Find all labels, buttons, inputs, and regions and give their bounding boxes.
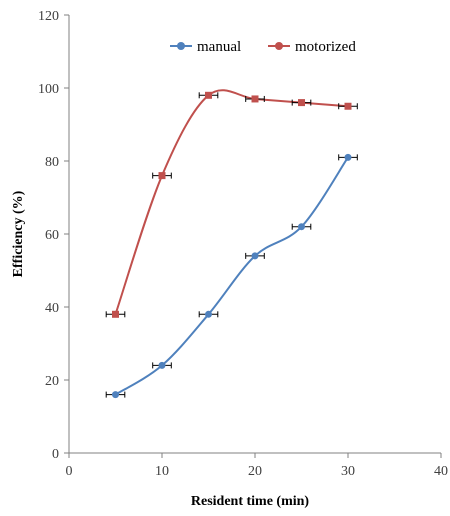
legend: manual motorized: [170, 39, 356, 55]
y-tick-label: 40: [45, 301, 59, 316]
series-line: [114, 156, 349, 396]
legend-label: manual: [197, 39, 241, 55]
series-motorized: [105, 89, 358, 318]
x-tick-label: 40: [434, 464, 448, 479]
data-point: [251, 252, 259, 260]
legend-label: motorized: [295, 39, 356, 55]
legend-item-manual: manual: [170, 39, 241, 55]
legend-marker: [177, 42, 185, 50]
y-tick-label: 60: [45, 228, 59, 243]
y-tick-label: 80: [45, 155, 59, 170]
x-tick-label: 10: [155, 464, 169, 479]
y-tick-label: 20: [45, 374, 59, 389]
data-point: [344, 153, 352, 161]
y-tick-label: 0: [52, 447, 59, 462]
data-point: [205, 310, 212, 318]
axes: [68, 15, 441, 454]
series-manual: [105, 153, 358, 399]
data-point: [205, 91, 212, 99]
y-axis-title: Efficiency (%): [11, 190, 26, 277]
series-line: [114, 89, 349, 315]
ticks: 0 10 20 30 40 0 20 40 60 80 100 120: [38, 9, 448, 479]
y-tick-label: 120: [38, 9, 59, 24]
x-tick-label: 20: [248, 464, 262, 479]
series-layer: [105, 89, 358, 399]
data-point: [112, 391, 119, 399]
data-point: [158, 172, 166, 180]
data-point: [112, 310, 119, 318]
x-axis-title: Resident time (min): [191, 494, 310, 509]
x-tick-label: 30: [341, 464, 355, 479]
legend-item-motorized: motorized: [268, 39, 356, 55]
x-tick-label: 0: [66, 464, 73, 479]
data-point: [344, 102, 352, 110]
data-point: [298, 223, 305, 231]
y-tick-label: 100: [38, 82, 59, 97]
data-point: [251, 95, 259, 103]
data-point: [298, 99, 305, 107]
data-point: [158, 361, 166, 369]
legend-marker: [275, 42, 283, 50]
